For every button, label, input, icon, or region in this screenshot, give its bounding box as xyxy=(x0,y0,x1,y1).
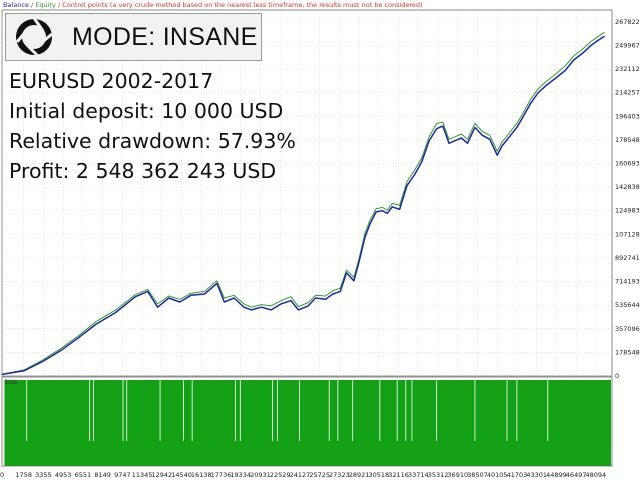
y-tick-label: 2678224 xyxy=(615,18,640,26)
ring-icon xyxy=(15,17,53,57)
y-tick-label: 1606934 xyxy=(615,160,640,168)
x-tick-label: 1758 xyxy=(15,471,32,479)
x-tick-label: 30518 xyxy=(368,471,389,479)
info-symbol-period: EURUSD 2002-2017 xyxy=(9,69,214,93)
x-tick-label: 24127 xyxy=(290,471,311,479)
x-tick-label: 33714 xyxy=(408,471,429,479)
mode-badge: MODE: INSANE xyxy=(5,13,262,61)
y-tick-label: 1785483 xyxy=(615,136,640,144)
x-tick-label: 14540 xyxy=(171,471,192,479)
x-tick-label: 41703 xyxy=(507,471,528,479)
y-tick-label: 2321128 xyxy=(615,65,640,73)
x-tick-label: 25725 xyxy=(309,471,330,479)
x-tick-label: 9747 xyxy=(114,471,131,479)
x-tick-label: 11345 xyxy=(132,471,153,479)
x-tick-label: 6551 xyxy=(75,471,92,479)
series-lines xyxy=(1,31,605,376)
x-tick-label: 43301 xyxy=(526,471,547,479)
x-tick-label: 19334 xyxy=(230,471,251,479)
info-block: EURUSD 2002-2017 Initial deposit: 10 000… xyxy=(9,66,296,186)
y-tick-label: 0 xyxy=(615,372,619,380)
x-tick-label: 4953 xyxy=(55,471,72,479)
y-tick-label: 1071289 xyxy=(615,230,640,238)
y-tick-label: 178548 xyxy=(615,348,640,356)
x-tick-label: 46497 xyxy=(566,471,587,479)
y-tick-label: 1249838 xyxy=(615,207,640,215)
y-tick-label: 535644 xyxy=(615,301,640,309)
x-tick-label: 0 xyxy=(0,471,4,479)
x-tick-label: 32116 xyxy=(388,471,409,479)
x-tick-label: 3355 xyxy=(35,471,52,479)
y-tick-label: 714193 xyxy=(615,278,640,286)
legend-separator: / xyxy=(31,1,34,9)
x-tick-label: 16138 xyxy=(191,471,212,479)
legend-equity: Equity xyxy=(35,1,56,9)
x-tick-label: 17736 xyxy=(211,471,232,479)
legend-balance: Balance xyxy=(3,1,29,9)
size-panel-label: Size xyxy=(4,378,18,386)
x-tick-label: 22529 xyxy=(270,471,291,479)
x-tick-label: 38507 xyxy=(467,471,488,479)
x-tick-label: 20931 xyxy=(250,471,271,479)
chart-legend: Balance / Equity / Control points (a ver… xyxy=(3,1,423,10)
x-tick-label: 35312 xyxy=(428,471,449,479)
gridlines xyxy=(1,10,612,377)
equity-line xyxy=(1,31,605,375)
x-tick-label: 36910 xyxy=(447,471,468,479)
y-tick-label: 2499676 xyxy=(615,41,640,49)
x-tick-label: 12942 xyxy=(151,471,172,479)
balance-line xyxy=(1,35,605,376)
x-axis-ticks: 0 1758 3355 4953 6551 8149 9747 11345 12942 14540… xyxy=(0,471,606,479)
info-profit: Profit: 2 548 362 243 USD xyxy=(9,159,277,183)
x-tick-label: 27323 xyxy=(329,471,350,479)
x-tick-label: 28921 xyxy=(349,471,370,479)
mode-label: MODE: INSANE xyxy=(72,22,258,51)
info-relative-drawdown: Relative drawdown: 57.93% xyxy=(9,129,296,153)
y-tick-label: 2142579 xyxy=(615,89,640,97)
x-tick-label: 48094 xyxy=(586,471,607,479)
x-tick-label: 8149 xyxy=(94,471,111,479)
y-tick-label: 357096 xyxy=(615,325,640,333)
x-tick-label: 40105 xyxy=(487,471,508,479)
volume-bar-block xyxy=(4,380,611,466)
legend-note: / Control points (a very crude method ba… xyxy=(57,1,423,9)
y-tick-label: 892741 xyxy=(615,254,640,262)
info-initial-deposit: Initial deposit: 10 000 USD xyxy=(9,99,284,123)
x-tick-label: 44899 xyxy=(546,471,567,479)
volume-bars xyxy=(4,380,611,466)
y-tick-label: 1428386 xyxy=(615,183,640,191)
